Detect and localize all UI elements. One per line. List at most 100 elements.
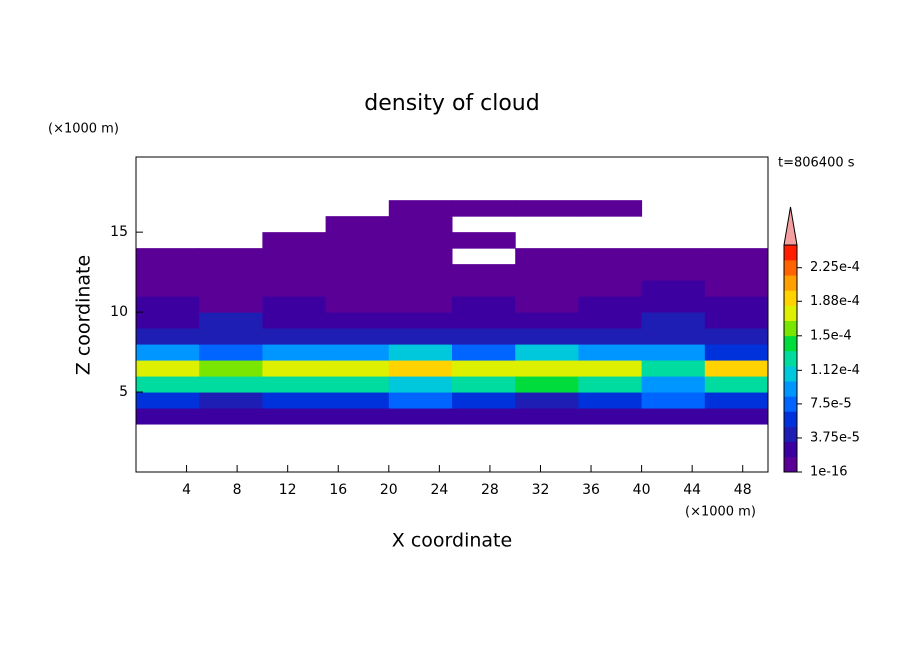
cell bbox=[262, 312, 327, 329]
cell bbox=[388, 328, 453, 345]
cell bbox=[704, 344, 769, 361]
colorbar-band bbox=[784, 381, 797, 397]
cell bbox=[452, 296, 516, 313]
colorbar-tick-label: 2.25e-4 bbox=[810, 260, 860, 275]
cell bbox=[388, 360, 453, 377]
chart-title: density of cloud bbox=[364, 91, 539, 116]
colorbar-band bbox=[784, 441, 797, 458]
cell bbox=[325, 328, 390, 345]
cell bbox=[515, 248, 579, 265]
cell bbox=[641, 408, 706, 425]
cell bbox=[388, 344, 453, 361]
x-tick-label: 48 bbox=[734, 482, 752, 498]
cell bbox=[704, 408, 769, 425]
cell bbox=[641, 328, 706, 345]
cell bbox=[641, 248, 706, 265]
x-tick-label: 20 bbox=[380, 482, 398, 498]
cell bbox=[704, 280, 769, 297]
colorbar-extension bbox=[783, 206, 798, 246]
x-tick-label: 44 bbox=[683, 482, 701, 498]
cell bbox=[452, 232, 516, 249]
colorbar-tick-label: 1.5e-4 bbox=[810, 328, 852, 343]
cell bbox=[641, 312, 706, 329]
cell bbox=[136, 376, 200, 393]
cell bbox=[515, 360, 579, 377]
cell bbox=[199, 296, 263, 313]
cell bbox=[388, 280, 453, 297]
y-tick-label: 10 bbox=[110, 304, 128, 320]
cell bbox=[262, 392, 327, 409]
cell bbox=[388, 248, 453, 265]
cell bbox=[388, 264, 453, 281]
colorbar-band bbox=[784, 366, 797, 382]
x-tick-label: 40 bbox=[633, 482, 651, 498]
cell bbox=[452, 360, 516, 377]
colorbar-band bbox=[784, 305, 797, 321]
cell bbox=[199, 264, 263, 281]
cell bbox=[325, 312, 390, 329]
colorbar-band bbox=[784, 411, 797, 427]
cell bbox=[199, 312, 263, 329]
colorbar-tick-label: 1.12e-4 bbox=[810, 363, 860, 378]
cell bbox=[388, 232, 453, 249]
cell bbox=[388, 296, 453, 313]
cell bbox=[262, 248, 327, 265]
cell bbox=[452, 408, 516, 425]
colorbar-band bbox=[784, 396, 797, 412]
cell bbox=[388, 376, 453, 393]
cell bbox=[578, 328, 643, 345]
cell bbox=[325, 248, 390, 265]
x-tick-label: 4 bbox=[182, 482, 191, 498]
cell bbox=[199, 280, 263, 297]
x-axis-label: X coordinate bbox=[392, 530, 512, 552]
cell bbox=[199, 248, 263, 265]
cell bbox=[136, 264, 200, 281]
cell bbox=[515, 264, 579, 281]
cell bbox=[136, 248, 200, 265]
cell bbox=[515, 280, 579, 297]
plot-frame bbox=[135, 156, 769, 473]
cell bbox=[262, 232, 327, 249]
cell bbox=[578, 200, 643, 217]
x-tick-label: 8 bbox=[233, 482, 242, 498]
cell bbox=[641, 264, 706, 281]
cell bbox=[452, 200, 516, 217]
cell bbox=[515, 408, 579, 425]
cell bbox=[704, 392, 769, 409]
y-axis-label: Z coordinate bbox=[73, 255, 95, 375]
x-unit: (×1000 m) bbox=[685, 505, 756, 520]
x-tick-label: 24 bbox=[430, 482, 448, 498]
x-tick-label: 36 bbox=[582, 482, 600, 498]
colorbar-band bbox=[784, 426, 797, 443]
cell bbox=[515, 376, 579, 393]
colorbar-tick-label: 7.5e-5 bbox=[810, 396, 852, 411]
cell bbox=[515, 312, 579, 329]
cell bbox=[515, 328, 579, 345]
cell bbox=[578, 296, 643, 313]
cell bbox=[325, 376, 390, 393]
colorbar-band bbox=[784, 245, 797, 261]
cell bbox=[578, 376, 643, 393]
cell bbox=[578, 360, 643, 377]
colorbar-band bbox=[784, 320, 797, 337]
cell bbox=[199, 360, 263, 377]
cell bbox=[578, 280, 643, 297]
cell bbox=[388, 392, 453, 409]
cell bbox=[578, 392, 643, 409]
colorbar-band bbox=[784, 350, 797, 367]
cell bbox=[704, 312, 769, 329]
cell bbox=[452, 280, 516, 297]
field bbox=[136, 200, 769, 425]
cell bbox=[262, 280, 327, 297]
cell bbox=[388, 312, 453, 329]
cell bbox=[704, 360, 769, 377]
cell bbox=[452, 312, 516, 329]
cell bbox=[325, 296, 390, 313]
time-label: t=806400 s bbox=[778, 156, 855, 171]
cell bbox=[515, 200, 579, 217]
cell bbox=[452, 392, 516, 409]
x-tick-label: 12 bbox=[279, 482, 297, 498]
cell bbox=[641, 344, 706, 361]
cell bbox=[262, 264, 327, 281]
